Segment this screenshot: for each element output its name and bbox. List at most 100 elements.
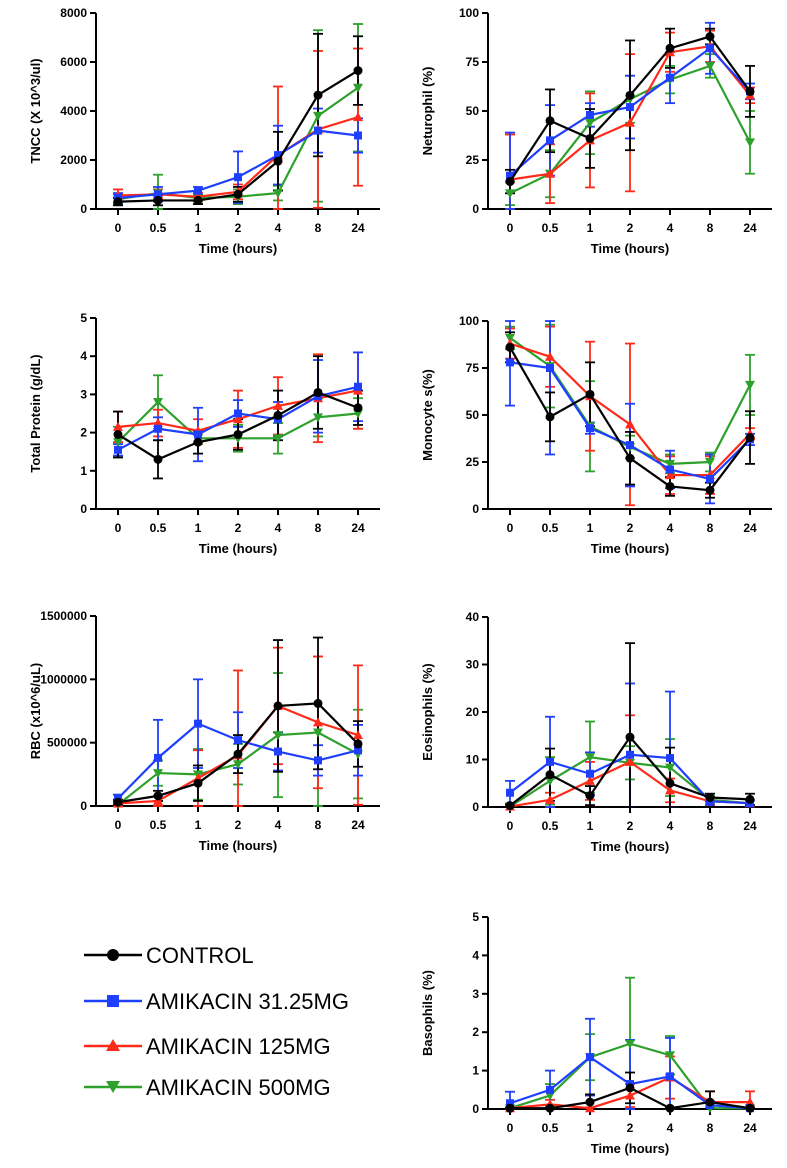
data-point (625, 1039, 635, 1049)
data-point (193, 437, 203, 447)
eosinophils-y-tick-label: 40 (466, 610, 480, 624)
monocyte-y-tick-label: 25 (466, 455, 480, 469)
data-point (114, 445, 122, 454)
eosinophils-y-tick-label: 10 (466, 753, 480, 767)
data-point (153, 791, 163, 801)
data-point (505, 333, 515, 343)
data-point (586, 424, 594, 433)
neutrophil-y-tick-label: 0 (472, 202, 479, 216)
tncc-x-tick-label: 2 (235, 221, 242, 235)
data-point (626, 441, 634, 450)
data-point (234, 409, 242, 418)
data-point (665, 470, 675, 480)
data-point (625, 453, 635, 463)
eosinophils-x-tick-label: 0.5 (542, 819, 559, 833)
eosinophils-y-tick-label: 30 (466, 658, 480, 672)
data-point (233, 414, 243, 424)
data-point (706, 474, 714, 483)
data-point (234, 736, 242, 745)
data-point (625, 117, 635, 127)
data-point (585, 118, 595, 128)
data-point (233, 760, 243, 770)
basophils-x-tick-label: 2 (627, 1121, 634, 1135)
data-point (625, 756, 635, 766)
tncc-x-tick-label: 0 (115, 221, 122, 235)
neutrophil-x-tick-label: 0.5 (542, 221, 559, 235)
data-point (113, 430, 123, 440)
tncc-y-tick-label: 2000 (60, 153, 87, 167)
eosinophils-y-axis-title: Eosinophils (%) (420, 663, 435, 761)
data-point (354, 382, 362, 391)
neutrophil-y-tick-label: 50 (466, 104, 480, 118)
data-point (194, 186, 202, 195)
data-point (745, 1103, 755, 1113)
data-point (113, 421, 123, 431)
basophils-x-tick-label: 0 (507, 1121, 514, 1135)
data-point (194, 430, 202, 439)
data-point (113, 797, 123, 807)
data-point (193, 195, 203, 205)
protein-x-tick-label: 0 (115, 521, 122, 535)
data-point (194, 719, 202, 728)
rbc-x-tick-label: 8 (315, 818, 322, 832)
eosinophils-x-tick-label: 2 (627, 819, 634, 833)
rbc-y-tick-label: 500000 (47, 736, 87, 750)
data-point (154, 190, 162, 199)
basophils-x-tick-label: 8 (707, 1121, 714, 1135)
data-point (665, 1051, 675, 1061)
data-point (353, 83, 363, 93)
data-point (313, 728, 323, 738)
basophils-y-tick-label: 3 (472, 987, 479, 1001)
data-point (545, 168, 555, 178)
data-point (745, 380, 755, 390)
tncc-x-axis-title: Time (hours) (199, 241, 278, 256)
data-point (353, 409, 363, 419)
data-point (353, 403, 363, 413)
monocyte-y-axis-title: Monocyte s(%) (420, 369, 435, 461)
data-point (745, 86, 755, 96)
data-point (665, 43, 675, 53)
neutrophil-x-tick-label: 24 (743, 221, 757, 235)
protein-y-tick-label: 5 (80, 311, 87, 325)
tncc-x-tick-label: 0.5 (150, 221, 167, 235)
data-point (274, 747, 282, 756)
neutrophil-x-tick-label: 0 (507, 221, 514, 235)
data-point (546, 136, 554, 145)
tncc-x-tick-label: 4 (275, 221, 282, 235)
data-point (313, 413, 323, 423)
rbc-x-tick-label: 4 (275, 818, 282, 832)
data-point (745, 1097, 755, 1107)
protein-y-tick-label: 1 (80, 464, 87, 478)
neutrophil-y-tick-label: 75 (466, 55, 480, 69)
protein-x-tick-label: 4 (275, 521, 282, 535)
data-point (113, 197, 123, 207)
data-point (313, 90, 323, 100)
basophils-y-tick-label: 5 (472, 910, 479, 924)
data-point (666, 754, 674, 763)
data-point (666, 465, 674, 474)
data-point (745, 138, 755, 148)
data-point (274, 151, 282, 160)
neutrophil-y-tick-label: 100 (459, 6, 479, 20)
data-point (153, 195, 163, 205)
rbc-x-tick-label: 1 (195, 818, 202, 832)
data-point (666, 73, 674, 82)
neutrophil-x-tick-label: 2 (627, 221, 634, 235)
basophils-x-tick-label: 1 (587, 1121, 594, 1135)
monocyte-x-tick-label: 0 (507, 521, 514, 535)
tncc-y-tick-label: 8000 (60, 6, 87, 20)
monocyte-x-tick-label: 4 (667, 521, 674, 535)
eosinophils-y-tick-label: 20 (466, 705, 480, 719)
data-point (665, 1103, 675, 1113)
data-point (313, 698, 323, 708)
eosinophils-x-axis-title: Time (hours) (591, 839, 670, 854)
data-point (505, 189, 515, 199)
data-point (153, 795, 163, 805)
protein-x-tick-label: 1 (195, 521, 202, 535)
monocyte-y-tick-label: 50 (466, 408, 480, 422)
data-point (545, 412, 555, 422)
data-point (233, 189, 243, 199)
data-point (625, 1090, 635, 1100)
monocyte-x-tick-label: 1 (587, 521, 594, 535)
